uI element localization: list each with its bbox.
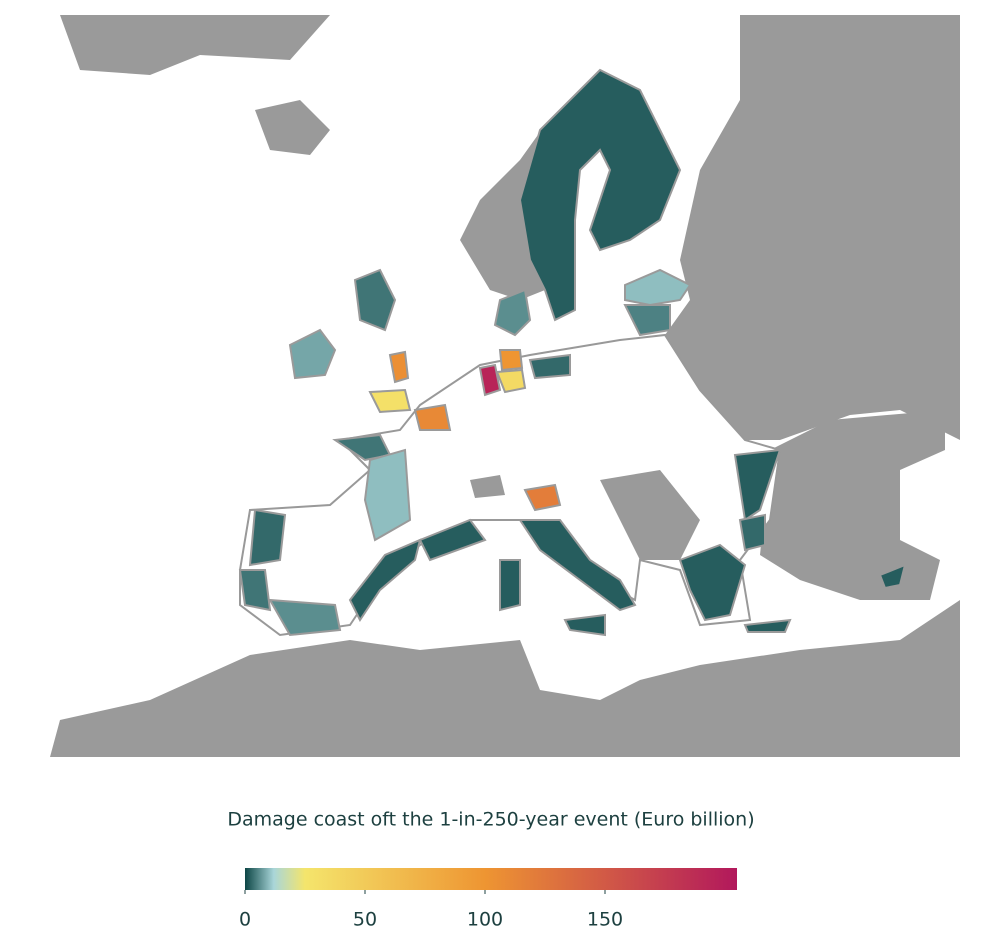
region bbox=[878, 563, 907, 590]
region bbox=[523, 483, 562, 512]
land bbox=[60, 15, 330, 75]
land bbox=[600, 470, 700, 560]
region bbox=[348, 538, 422, 622]
colorbar bbox=[245, 868, 737, 890]
land bbox=[460, 125, 545, 300]
region bbox=[623, 304, 671, 337]
region bbox=[238, 569, 272, 612]
land bbox=[665, 15, 960, 440]
region bbox=[499, 559, 521, 612]
region bbox=[518, 68, 682, 322]
colorbar-tick-label: 150 bbox=[587, 909, 623, 931]
land bbox=[255, 100, 330, 155]
region bbox=[288, 328, 337, 380]
colorbar-tick-label: 0 bbox=[239, 909, 251, 931]
land bbox=[470, 475, 505, 498]
colorbar-tick-label: 50 bbox=[353, 909, 377, 931]
region bbox=[738, 513, 766, 552]
region bbox=[418, 518, 487, 562]
region bbox=[368, 388, 412, 414]
region bbox=[563, 613, 606, 637]
region bbox=[248, 508, 287, 567]
region bbox=[624, 268, 692, 307]
region bbox=[413, 403, 452, 431]
colorbar-title: Damage coast oft the 1-in-250-year event… bbox=[227, 809, 754, 831]
region bbox=[518, 519, 637, 612]
region bbox=[493, 288, 532, 337]
land bbox=[760, 410, 945, 600]
region bbox=[478, 363, 502, 397]
regions bbox=[238, 68, 907, 637]
region bbox=[678, 543, 747, 622]
land bbox=[50, 600, 960, 757]
background-land bbox=[50, 15, 960, 757]
region bbox=[353, 268, 397, 332]
region bbox=[495, 368, 527, 394]
colorbar-tick-label: 100 bbox=[467, 909, 503, 931]
region bbox=[743, 618, 792, 633]
region bbox=[363, 448, 412, 542]
region bbox=[528, 353, 571, 380]
region bbox=[268, 598, 342, 637]
region bbox=[498, 349, 524, 372]
region bbox=[388, 350, 410, 384]
region bbox=[733, 448, 782, 522]
